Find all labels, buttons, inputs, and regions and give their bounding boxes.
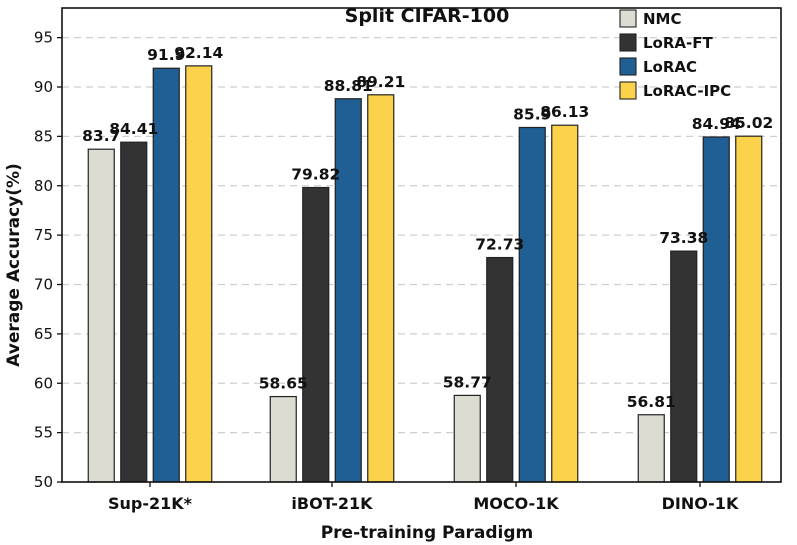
- y-axis-title: Average Accuracy(%): [4, 163, 24, 367]
- y-tick-label: 95: [34, 29, 53, 47]
- y-tick-label: 65: [34, 325, 53, 343]
- y-tick-label: 80: [34, 177, 53, 195]
- value-label: 79.82: [291, 166, 340, 184]
- value-label: 88.81: [324, 77, 373, 95]
- x-axis-title: Pre-training Paradigm: [321, 523, 534, 543]
- bar-nmc-1: [87, 148, 115, 483]
- x-tick-label: DINO-1K: [662, 494, 739, 513]
- legend-swatch-nmc: [619, 9, 637, 28]
- legend-label-lora-ft: LoRA-FT: [643, 34, 713, 52]
- bar-nmc-4: [637, 414, 665, 483]
- legend-swatch-lorac: [619, 57, 637, 76]
- x-tick-label: Sup-21K*: [108, 494, 193, 513]
- legend-swatch-lora-ft: [619, 33, 637, 52]
- plot-frame: [61, 7, 782, 483]
- bars: [87, 65, 763, 483]
- bar-lorac-ipc-1: [185, 65, 213, 483]
- bar-lorac-ipc-2: [367, 94, 395, 483]
- x-tick-label: MOCO-1K: [473, 494, 559, 513]
- legend-label-lorac-ipc: LoRAC-IPC: [643, 82, 731, 100]
- value-label: 85.9: [513, 105, 551, 123]
- bar-lorac-4: [702, 136, 730, 483]
- legend-label-lorac: LoRAC: [643, 58, 697, 76]
- y-tick-label: 55: [34, 424, 53, 442]
- bar-nmc-2: [269, 395, 297, 483]
- x-tick-label: iBOT-21K: [291, 494, 373, 513]
- y-tick-label: 75: [34, 226, 53, 244]
- value-label: 84.41: [109, 120, 158, 138]
- value-label: 84.94: [692, 115, 741, 133]
- y-tick-label: 50: [34, 473, 53, 491]
- value-label: 83.7: [82, 127, 120, 145]
- value-label: 72.73: [475, 236, 524, 254]
- bar-lora-ft-1: [120, 141, 148, 483]
- bar-lorac-ipc-4: [735, 135, 763, 483]
- chart-title: Split CIFAR-100: [345, 5, 510, 27]
- legend-swatch-lorac-ipc: [619, 81, 637, 100]
- value-label: 86.13: [540, 103, 589, 121]
- category-labels: Sup-21K* iBOT-21K MOCO-1K DINO-1K: [108, 482, 739, 513]
- y-tick-label: 85: [34, 127, 53, 145]
- y-tick-label: 60: [34, 374, 53, 392]
- bar-lora-ft-3: [486, 256, 514, 483]
- value-label: 92.14: [174, 44, 223, 62]
- value-label: 58.77: [443, 373, 492, 391]
- value-label: 58.65: [259, 375, 308, 393]
- axes: [61, 7, 782, 483]
- y-tick-label: 70: [34, 276, 53, 294]
- legend-label-nmc: NMC: [643, 10, 682, 28]
- bar-lora-ft-2: [302, 186, 330, 483]
- value-label: 91.9: [147, 46, 185, 64]
- tick-labels: 50 55 60 65 70 75 80 85 90 95: [34, 29, 62, 491]
- bar-nmc-3: [453, 394, 481, 483]
- bar-lorac-2: [334, 98, 362, 483]
- bar-lorac-ipc-3: [551, 124, 579, 483]
- value-label: 85.02: [724, 114, 773, 132]
- value-label: 89.21: [356, 73, 405, 91]
- value-label: 56.81: [627, 393, 676, 411]
- bar-lorac-3: [518, 126, 546, 483]
- bar-lorac-1: [152, 67, 180, 483]
- legend: NMC LoRA-FT LoRAC LoRAC-IPC: [619, 9, 731, 100]
- y-tick-label: 90: [34, 78, 53, 96]
- bar-lora-ft-4: [670, 250, 698, 483]
- value-label: 73.38: [659, 229, 708, 247]
